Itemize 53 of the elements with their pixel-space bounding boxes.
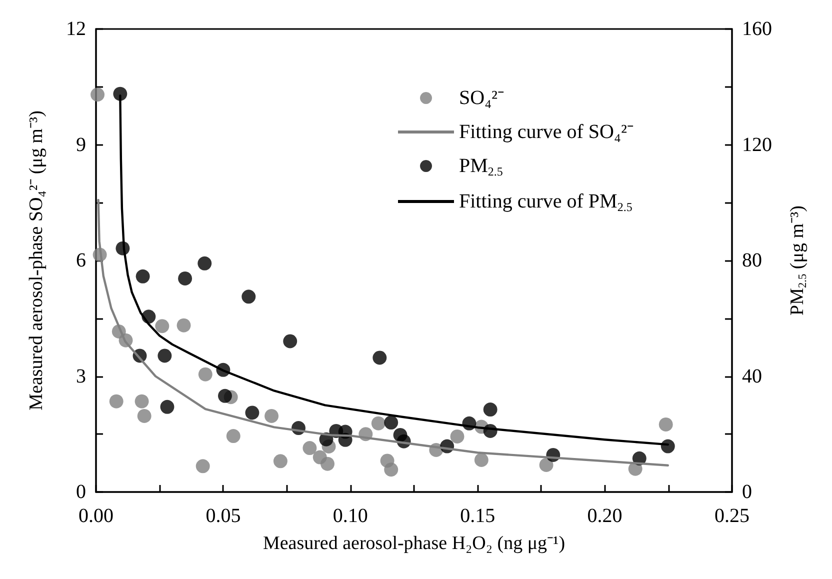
point [198, 256, 212, 270]
point [483, 402, 498, 417]
point [283, 334, 298, 348]
point [371, 416, 386, 430]
point [372, 350, 387, 365]
point [160, 400, 174, 414]
point [273, 454, 288, 468]
y2-axis-title: PM2.5 (μg m⁻³) [787, 205, 809, 316]
point [90, 88, 105, 102]
point [245, 406, 260, 420]
legend-label: Fitting curve of SO₄²⁻ [459, 121, 634, 143]
point [658, 417, 673, 432]
point [450, 429, 464, 444]
point [264, 408, 279, 423]
x-tick-label: 0.05 [206, 505, 241, 527]
y2-tick-label: 120 [742, 134, 772, 156]
point [137, 408, 152, 423]
point [178, 271, 192, 286]
y-axis-title: Measured aerosol-phase SO₄²⁻ (μg m⁻³) [26, 110, 47, 410]
point [198, 367, 212, 382]
point [113, 86, 128, 101]
point [226, 429, 240, 444]
point [302, 441, 317, 456]
point [242, 290, 256, 304]
point [384, 462, 398, 477]
point [320, 456, 335, 471]
y-tick-label: 9 [76, 134, 86, 156]
point [109, 394, 124, 408]
point [176, 318, 191, 332]
y2-tick-label: 160 [742, 18, 772, 40]
x-tick-label: 0.10 [332, 505, 368, 527]
point [474, 452, 488, 467]
point [134, 394, 149, 408]
x-tick-label: 0.20 [587, 505, 622, 527]
point [539, 458, 554, 472]
x-tick-label: 0.00 [78, 505, 114, 527]
y2-tick-label: 0 [742, 481, 752, 503]
x-tick-label: 0.25 [714, 505, 750, 527]
y2-tick-label: 40 [742, 365, 762, 388]
y2-tick-label: 80 [742, 250, 762, 272]
y-tick-label: 0 [76, 481, 86, 503]
point [384, 416, 398, 430]
y-tick-label: 3 [76, 365, 86, 388]
y-tick-label: 6 [76, 250, 86, 272]
x-axis-title: Measured aerosol-phase H₂O₂ (ng μg⁻¹) [262, 533, 566, 554]
y-tick-label: 12 [66, 18, 86, 40]
point [155, 319, 170, 334]
point [218, 388, 232, 403]
x-tick-label: 0.15 [460, 505, 496, 527]
point [136, 269, 150, 284]
legend-label: SO₄²⁻ [459, 87, 505, 109]
point [158, 348, 172, 363]
point [196, 459, 210, 474]
